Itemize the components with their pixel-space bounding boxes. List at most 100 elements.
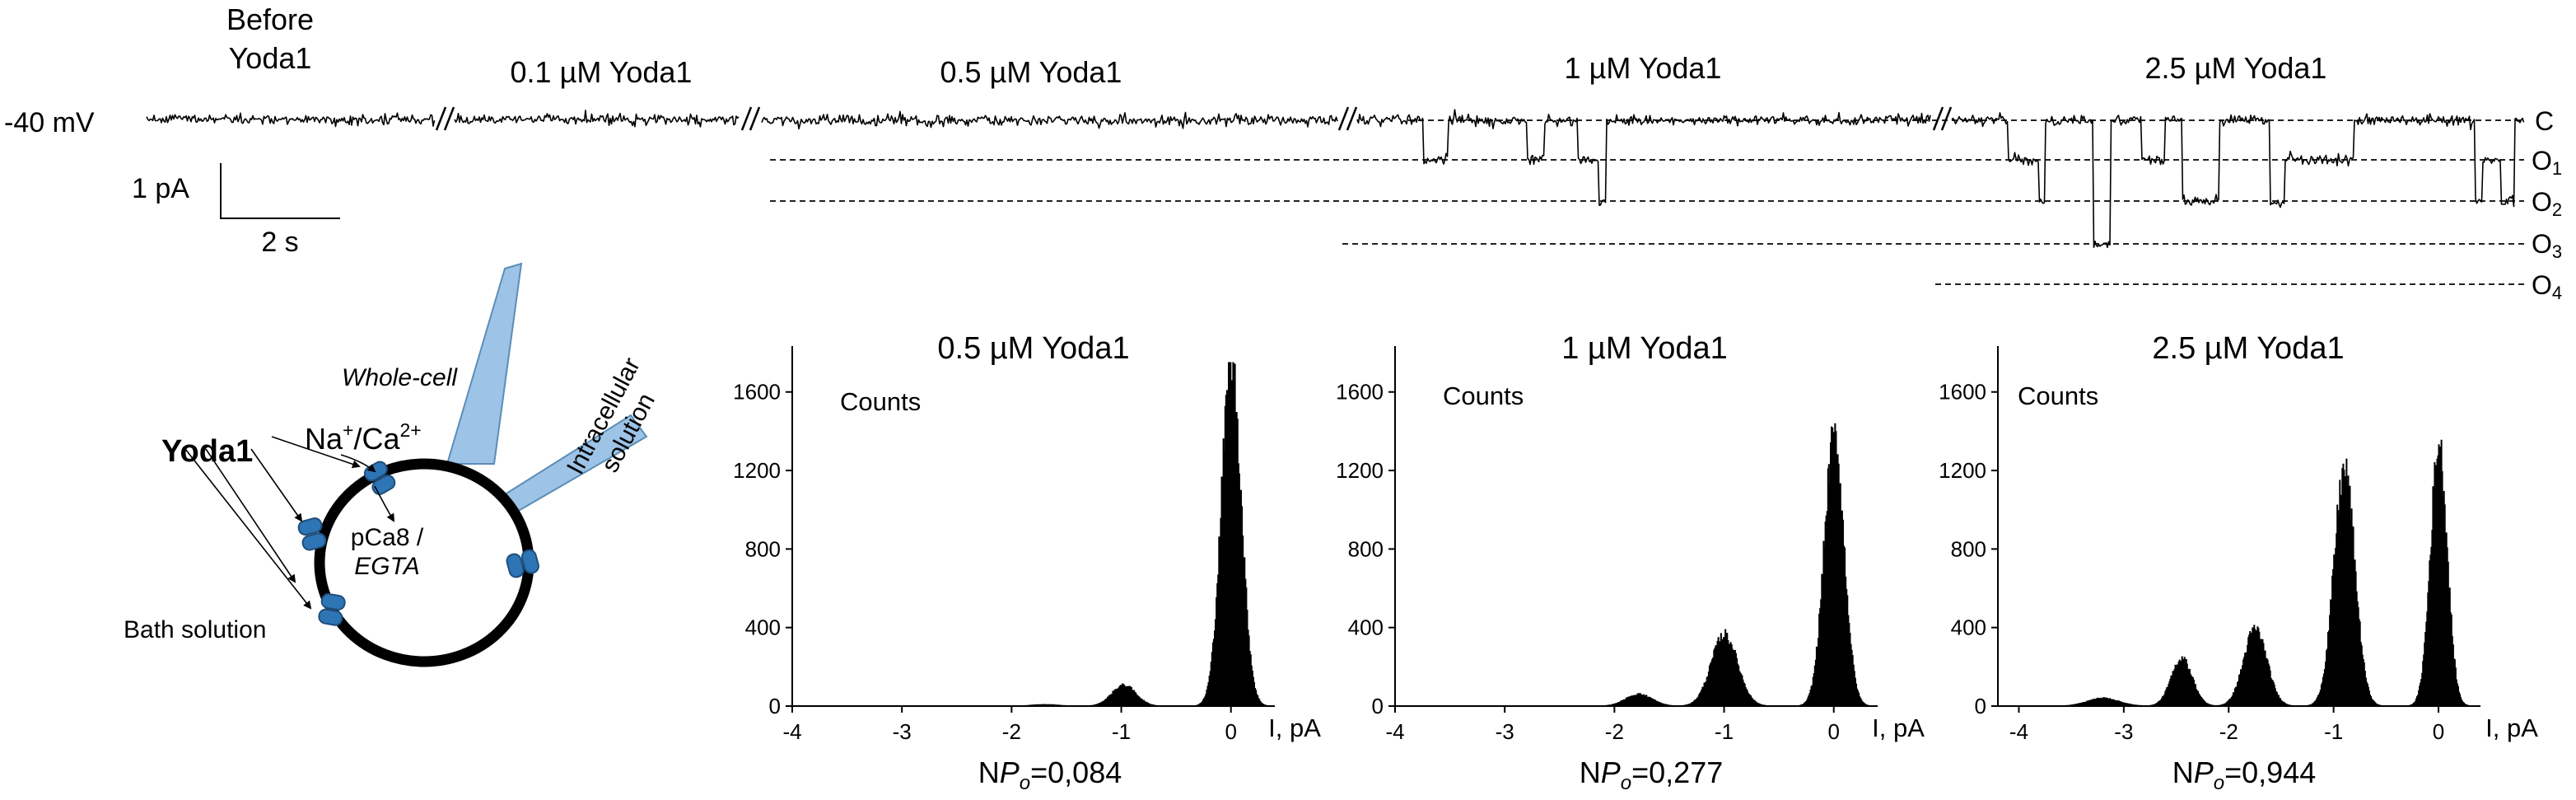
x-axis-label: I, pA xyxy=(1872,713,1925,742)
y-tick-label: 1600 xyxy=(1336,380,1384,405)
segment-label-before-line2: Yoda1 xyxy=(229,41,312,75)
y-tick-label: 1200 xyxy=(733,458,781,483)
x-tick-label: -3 xyxy=(1496,719,1514,744)
trace-break-3 xyxy=(1337,106,1358,131)
bath-solution-label: Bath solution xyxy=(124,616,266,643)
trace-before xyxy=(146,112,436,128)
whole-cell-label: Whole-cell xyxy=(342,364,458,391)
trace-1uM xyxy=(1356,109,1931,206)
pca-label-line1: pCa8 / xyxy=(351,524,424,551)
histogram-title: 0.5 µM Yoda1 xyxy=(937,331,1129,366)
arrow-ion-top xyxy=(340,454,376,473)
pca-label-line2: EGTA xyxy=(354,553,419,580)
arrow-yoda-left-upper xyxy=(250,448,303,522)
level-label-o1: O1 xyxy=(2532,146,2562,179)
trace-break-1 xyxy=(435,106,455,131)
y-tick-label: 0 xyxy=(1975,694,1986,718)
ion-label: Na+/Ca2+ xyxy=(305,419,422,456)
y-tick-label: 400 xyxy=(745,615,781,640)
level-label-c: C xyxy=(2535,106,2554,136)
histogram-axes: -4 -3 -2 -1 0 0 400 800 1200 1600 xyxy=(733,346,1275,744)
level-lines xyxy=(770,119,2524,285)
level-label-o4: O4 xyxy=(2532,270,2562,303)
segment-label-before-line1: Before xyxy=(226,2,314,36)
x-tick-label: -3 xyxy=(893,719,912,744)
scale-bar-current: 1 pA xyxy=(132,173,189,204)
y-tick-label: 400 xyxy=(1348,615,1384,640)
y-axis-label: Counts xyxy=(2018,381,2098,410)
trace-panel: -40 mV Before Yoda1 0.1 µM Yoda1 0.5 µM … xyxy=(4,2,2562,303)
x-axis-label: I, pA xyxy=(2485,713,2538,742)
histogram-bars xyxy=(1020,362,1270,707)
y-tick-label: 0 xyxy=(1372,694,1384,718)
yoda-label: Yoda1 xyxy=(161,434,253,469)
y-tick-label: 800 xyxy=(1951,536,1986,561)
y-tick-label: 1200 xyxy=(1336,458,1384,483)
y-tick-label: 400 xyxy=(1951,615,1986,640)
segment-label-1uM: 1 µM Yoda1 xyxy=(1565,51,1722,85)
trace-break-4 xyxy=(1932,106,1953,131)
x-tick-label: 0 xyxy=(2433,719,2444,744)
scale-bar-time: 2 s xyxy=(261,227,298,258)
x-tick-label: -3 xyxy=(2114,719,2133,744)
scale-bar: 1 pA 2 s xyxy=(132,163,340,258)
trace-0-5uM xyxy=(761,110,1338,130)
arrow-yoda-left-mid xyxy=(205,448,296,583)
y-tick-label: 1200 xyxy=(1939,458,1986,483)
histogram-axes: -4 -3 -2 -1 0 0 400 800 1200 1600 xyxy=(1336,346,1878,744)
x-tick-label: -2 xyxy=(1002,719,1021,744)
y-axis-label: Counts xyxy=(840,387,921,416)
npo-label: NPo=0,084 xyxy=(978,756,1122,794)
intracellular-label: Intracellular solution xyxy=(562,353,660,479)
cell-membrane xyxy=(314,458,534,667)
trace-break-2 xyxy=(740,106,761,131)
arrow-yoda-left-lower xyxy=(184,448,312,610)
x-tick-label: 0 xyxy=(1827,719,1839,744)
channel-left-upper xyxy=(297,517,327,551)
segment-label-2-5uM: 2.5 µM Yoda1 xyxy=(2145,51,2327,85)
level-labels: C O1 O2 O3 O4 xyxy=(2532,106,2562,303)
x-tick-label: 0 xyxy=(1225,719,1236,744)
holding-potential-label: -40 mV xyxy=(4,107,95,138)
trace-2-5uM xyxy=(1951,112,2525,249)
trace-0-1uM xyxy=(454,110,740,128)
x-tick-label: -4 xyxy=(2009,719,2028,744)
y-tick-label: 800 xyxy=(745,536,781,561)
x-axis-label: I, pA xyxy=(1268,713,1321,742)
y-tick-label: 1600 xyxy=(733,380,781,405)
histogram-title: 2.5 µM Yoda1 xyxy=(2152,331,2344,366)
x-tick-label: -1 xyxy=(1715,719,1734,744)
x-tick-label: -1 xyxy=(1112,719,1131,744)
x-tick-label: -2 xyxy=(1605,719,1624,744)
y-axis-label: Counts xyxy=(1443,381,1524,410)
cell-schematic: Yoda1 Na+/Ca2+ Whole-cell Intracellular … xyxy=(124,262,660,667)
x-tick-label: -4 xyxy=(782,719,801,744)
histogram-bars xyxy=(2062,439,2471,707)
histogram-0-5uM: 0.5 µM Yoda1 Counts I, pA NPo=0,084 -4 -3… xyxy=(733,331,1321,794)
arrow-yoda-top xyxy=(271,436,361,469)
x-tick-label: -4 xyxy=(1385,719,1404,744)
y-tick-label: 800 xyxy=(1348,536,1384,561)
level-label-o2: O2 xyxy=(2532,187,2562,220)
segment-label-0-1uM: 0.1 µM Yoda1 xyxy=(511,55,693,89)
histogram-title: 1 µM Yoda1 xyxy=(1561,331,1728,366)
channel-right xyxy=(506,549,539,578)
histogram-1uM: 1 µM Yoda1 Counts I, pA NPo=0,277 -4 -3 -2… xyxy=(1336,331,1925,794)
arrow-ion-inward xyxy=(374,485,395,522)
channel-left-lower xyxy=(318,592,346,626)
segment-label-0-5uM: 0.5 µM Yoda1 xyxy=(940,55,1122,89)
npo-label: NPo=0,277 xyxy=(1580,756,1724,794)
x-tick-label: -2 xyxy=(2219,719,2238,744)
yoda-arrows xyxy=(184,436,395,610)
whole-cell-pipette xyxy=(446,262,523,465)
x-tick-label: -1 xyxy=(2324,719,2343,744)
histogram-2-5uM: 2.5 µM Yoda1 Counts I, pA NPo=0,944 -4 -3… xyxy=(1939,331,2538,794)
histogram-bars xyxy=(1603,423,1871,707)
trace-breaks xyxy=(435,106,1953,131)
histogram-axes: -4 -3 -2 -1 0 0 400 800 1200 1600 xyxy=(1939,346,2480,744)
npo-label: NPo=0,944 xyxy=(2172,756,2317,794)
level-label-o3: O3 xyxy=(2532,229,2562,262)
y-tick-label: 1600 xyxy=(1939,380,1986,405)
y-tick-label: 0 xyxy=(769,694,781,718)
